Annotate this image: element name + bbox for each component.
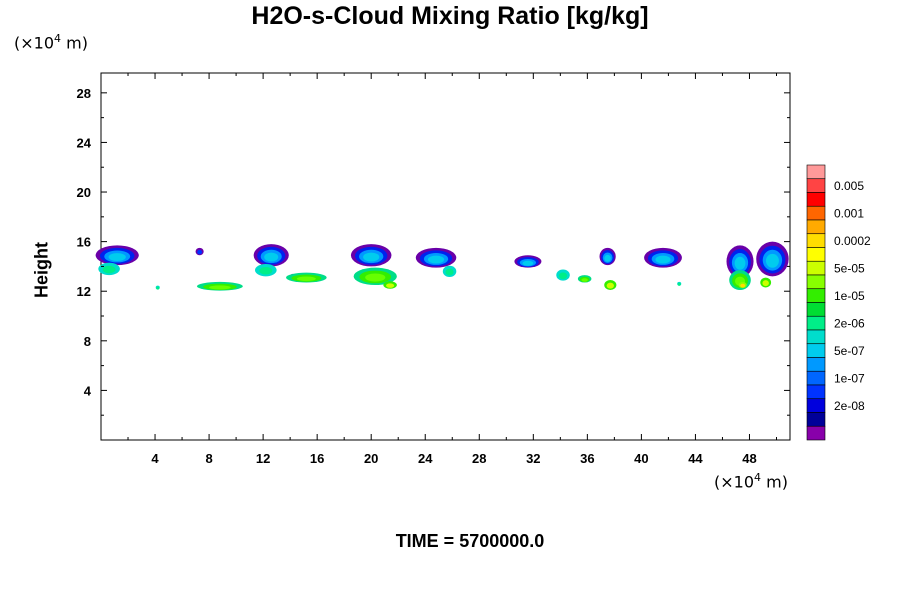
x-axis-unit: (×104 m) — [714, 471, 788, 491]
chart-title: H2O-s-Cloud Mixing Ratio [kg/kg] — [251, 2, 649, 30]
colorbar-label: 1e-05 — [834, 289, 865, 303]
colorbar-label: 0.0002 — [834, 234, 871, 248]
colorbar-label: 0.001 — [834, 206, 864, 220]
cloud-blob — [197, 249, 203, 255]
x-tick-label: 4 — [151, 451, 159, 466]
y-tick-label: 8 — [84, 334, 91, 349]
colorbar-swatch — [806, 370, 826, 386]
x-tick-label: 48 — [742, 451, 756, 466]
colorbar-swatch — [806, 398, 826, 413]
cloud-blob — [445, 268, 454, 276]
colorbar-swatch — [806, 288, 826, 303]
cloud-blob — [606, 282, 614, 289]
colorbar-swatch — [806, 357, 826, 372]
x-tick-label: 8 — [205, 451, 212, 466]
cloud-blob — [363, 252, 380, 262]
y-unit-suffix: m) — [61, 33, 88, 53]
cloud-blob — [108, 253, 126, 262]
colorbar-swatch — [806, 178, 826, 193]
cloud-blob — [604, 254, 611, 262]
cloud-blob — [156, 286, 160, 290]
cloud-blob — [655, 255, 671, 264]
cloud-blob — [209, 285, 231, 290]
cloud-blob — [762, 280, 769, 287]
y-tick-label: 28 — [77, 86, 91, 101]
x-tick-label: 20 — [364, 451, 378, 466]
y-unit-exponent: 4 — [54, 32, 62, 45]
y-tick-label: 20 — [77, 185, 91, 200]
colorbar-label: 1e-07 — [834, 371, 865, 385]
cloud-blob — [558, 272, 568, 280]
colorbar-swatch — [806, 384, 826, 400]
cloud-blob — [296, 276, 316, 282]
colorbar-swatch — [806, 425, 826, 441]
x-unit-prefix: (×10 — [714, 472, 755, 492]
colorbar-swatch — [806, 164, 826, 180]
cloud-blob — [386, 283, 395, 288]
x-tick-label: 24 — [418, 451, 433, 466]
cloud-blob — [740, 283, 746, 288]
cloud-blob — [365, 273, 386, 282]
cloud-blob — [264, 252, 279, 262]
colorbar-swatch — [806, 260, 826, 276]
colorbar-label: 0.005 — [834, 179, 864, 193]
x-tick-label: 44 — [688, 451, 703, 466]
colorbar-swatch — [806, 329, 826, 345]
x-tick-label: 32 — [526, 451, 540, 466]
colorbar-swatch — [806, 205, 826, 221]
colorbar-label: 2e-08 — [834, 399, 865, 413]
colorbar-swatch — [806, 302, 826, 317]
x-unit-exponent: 4 — [754, 471, 762, 484]
colorbar-swatch — [806, 315, 826, 331]
time-label: TIME = 5700000.0 — [395, 531, 545, 551]
colorbar-label: 2e-06 — [834, 316, 865, 330]
x-tick-label: 40 — [634, 451, 648, 466]
x-tick-label: 28 — [472, 451, 486, 466]
cloud-blob — [734, 256, 746, 270]
colorbar-swatch — [806, 412, 826, 427]
y-tick-label: 16 — [77, 235, 91, 250]
cloud-blob — [581, 278, 588, 282]
cloud-blob — [677, 282, 681, 286]
cloud-blob — [427, 255, 445, 264]
y-axis-unit: (×104 m) — [14, 32, 88, 52]
colorbar-swatch — [806, 343, 826, 358]
cloud-blob — [102, 265, 116, 274]
colorbar-swatch — [806, 192, 826, 207]
x-tick-label: 16 — [310, 451, 324, 466]
x-tick-label: 36 — [580, 451, 594, 466]
colorbar-swatch — [806, 219, 826, 235]
colorbar-swatch — [806, 233, 826, 248]
y-unit-prefix: (×10 — [14, 33, 55, 53]
x-tick-label: 12 — [256, 451, 270, 466]
colorbar-label: 5e-05 — [834, 261, 865, 275]
x-unit-suffix: m) — [761, 472, 788, 492]
colorbar-label: 5e-07 — [834, 344, 865, 358]
y-tick-label: 24 — [77, 135, 92, 150]
cloud-blob — [259, 267, 273, 275]
cloud-blob — [765, 253, 779, 268]
y-tick-label: 4 — [84, 383, 92, 398]
cloud-blob — [522, 260, 534, 266]
y-tick-label: 12 — [77, 284, 91, 299]
colorbar-swatch — [806, 247, 826, 262]
colorbar-swatch — [806, 274, 826, 290]
